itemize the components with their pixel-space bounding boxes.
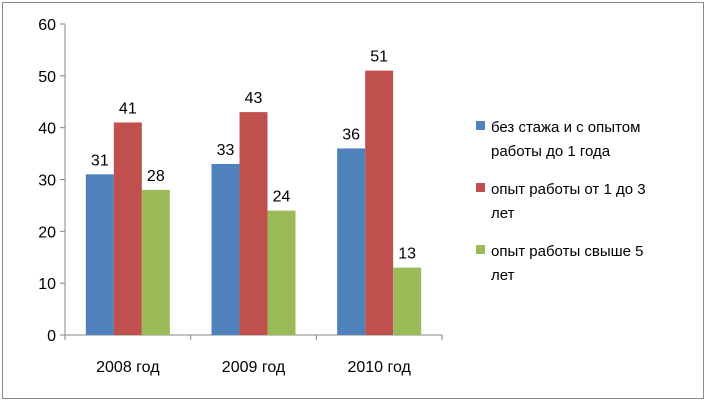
bar	[113, 122, 142, 335]
data-label: 31	[91, 152, 109, 169]
y-tick-label: 10	[38, 276, 56, 293]
legend-label: опыт работы свыше 5	[491, 243, 644, 260]
data-label: 28	[147, 168, 165, 185]
chart-legend: без стажа и с опытом работы до 1 года опыт…	[476, 119, 646, 284]
y-tick-label: 0	[47, 328, 56, 345]
chart-bars	[85, 70, 422, 336]
data-label: 24	[273, 189, 291, 206]
legend-label: работы до 1 года	[491, 143, 611, 160]
y-tick-label: 40	[38, 121, 56, 138]
bar	[267, 210, 296, 335]
legend-swatch	[476, 245, 485, 254]
chart-axes: 0 10 20 30 40 50 60 2008 год 2009 год 2010 год	[38, 17, 443, 376]
bar	[365, 70, 394, 336]
data-label: 13	[398, 246, 416, 263]
y-tick-label: 60	[38, 17, 56, 34]
bar	[211, 163, 240, 335]
x-tick-label: 2009 год	[222, 359, 286, 376]
data-label: 51	[370, 49, 388, 66]
data-label: 36	[342, 126, 360, 143]
legend-label: опыт работы от 1 до 3	[491, 181, 646, 198]
legend-swatch	[476, 121, 485, 130]
legend-label: без стажа и с опытом	[491, 119, 640, 136]
bar	[393, 267, 422, 335]
bar	[141, 189, 170, 335]
x-tick-label: 2008 год	[96, 359, 160, 376]
x-tick-label: 2010 год	[347, 359, 411, 376]
bar	[239, 112, 268, 335]
data-label: 41	[119, 100, 137, 117]
data-label: 43	[245, 90, 263, 107]
chart-data-labels: 31 41 28 33 43 24 36 51 13	[91, 49, 416, 263]
legend-label: лет	[491, 267, 515, 284]
bar	[337, 148, 366, 335]
bar	[85, 174, 114, 335]
legend-swatch	[476, 183, 485, 192]
y-tick-label: 30	[38, 173, 56, 190]
y-tick-label: 50	[38, 69, 56, 86]
legend-label: лет	[491, 205, 515, 222]
data-label: 33	[217, 142, 235, 159]
y-tick-label: 20	[38, 224, 56, 241]
